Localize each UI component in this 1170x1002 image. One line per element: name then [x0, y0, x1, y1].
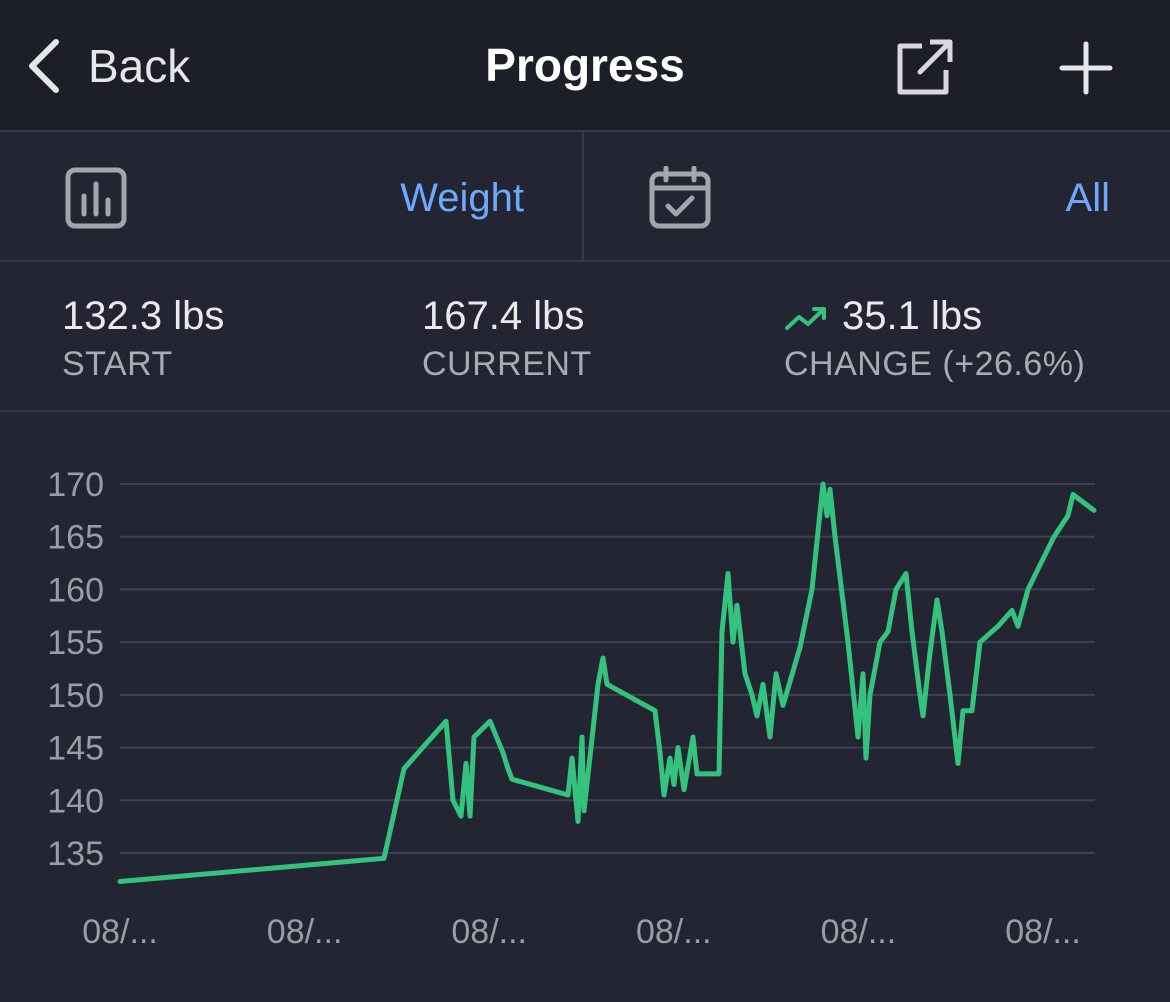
- stat-current: 167.4 lbs CURRENT: [422, 294, 592, 384]
- current-value: 167.4 lbs: [422, 294, 585, 338]
- navigation-bar: Back Progress: [0, 0, 1170, 132]
- chart-svg: 170 165 160 155 150 145 140 135 08/... 08/... 08/.…: [47, 466, 1097, 951]
- weight-chart: 170 165 160 155 150 145 140 135 08/... 08/... 08/.…: [0, 412, 1170, 1000]
- bar-chart-icon: [65, 167, 127, 229]
- x-tick-label: 08/...: [267, 913, 343, 951]
- plus-icon[interactable]: [1058, 40, 1114, 96]
- change-label: CHANGE (+26.6%): [784, 345, 1086, 383]
- y-tick-label: 140: [47, 782, 104, 820]
- date-range-selector[interactable]: All: [1065, 176, 1110, 220]
- y-tick-label: 155: [47, 624, 104, 662]
- stat-start: 132.3 lbs START: [62, 294, 224, 384]
- filter-bar: Weight All: [0, 132, 1170, 262]
- y-tick-label: 135: [47, 835, 104, 873]
- y-tick-label: 170: [47, 466, 104, 504]
- start-label: START: [62, 345, 173, 383]
- x-tick-label: 08/...: [821, 913, 897, 951]
- x-tick-label: 08/...: [636, 913, 712, 951]
- x-tick-label: 08/...: [451, 913, 527, 951]
- calendar-check-icon: [649, 166, 711, 229]
- y-tick-label: 150: [47, 677, 104, 715]
- start-value: 132.3 lbs: [62, 294, 225, 338]
- x-tick-label: 08/...: [82, 913, 158, 951]
- y-tick-label: 145: [47, 730, 104, 768]
- current-label: CURRENT: [422, 345, 592, 383]
- x-tick-label: 08/...: [1005, 913, 1081, 951]
- stat-change: 35.1 lbs CHANGE (+26.6%): [784, 294, 1085, 384]
- trend-up-icon: [785, 307, 826, 331]
- chevron-left-icon: [29, 39, 59, 93]
- stats-summary: 132.3 lbs START 167.4 lbs CURRENT 35.1 l…: [0, 262, 1170, 412]
- back-button[interactable]: Back: [24, 30, 190, 102]
- metric-selector[interactable]: Weight: [400, 176, 524, 220]
- share-external-icon[interactable]: [892, 36, 954, 98]
- filter-divider: [582, 132, 584, 260]
- y-tick-label: 165: [47, 519, 104, 557]
- weight-series-line: [117, 481, 1097, 884]
- change-value: 35.1 lbs: [842, 294, 983, 338]
- back-label: Back: [88, 40, 191, 92]
- y-tick-label: 160: [47, 571, 104, 609]
